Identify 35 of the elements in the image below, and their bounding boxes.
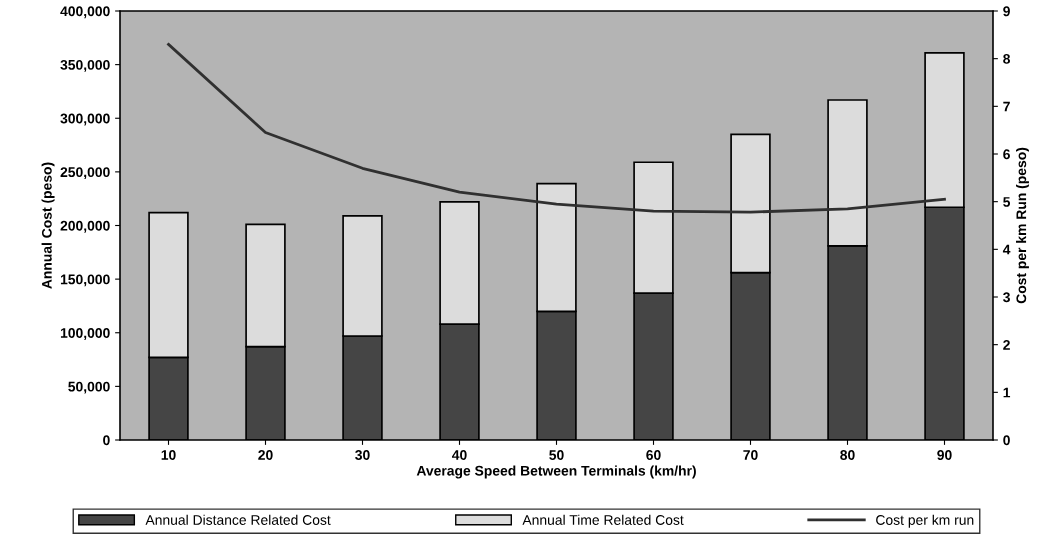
y2-axis-title: Cost per km Run (peso) [1016,147,1029,304]
y2-tick-label: 5 [1003,197,1011,207]
y-tick-label: 250,000 [60,167,110,180]
x-tick-label: 90 [937,450,952,460]
x-tick-label: 30 [355,450,370,460]
y2-tick-label: 7 [1003,101,1010,112]
y2-tick-label: 3 [1003,292,1010,303]
x-tick-label: 70 [743,450,758,460]
y-tick-label: 400,000 [60,6,110,19]
y2-tick-label: 1 [1003,387,1011,398]
y2-tick-label: 8 [1003,54,1011,64]
y2-tick-label: 6 [1003,149,1010,160]
legend-label: Cost per km run [876,514,974,528]
x-tick-label: 40 [451,450,467,460]
line-series [167,42,946,214]
y2-tick-label: 2 [1003,340,1010,350]
y-tick-label: 50,000 [68,381,110,394]
x-tick-label: 20 [258,450,273,460]
y2-tick-label: 4 [1002,244,1011,255]
legend-label: Annual Time Related Cost [522,514,684,525]
y-tick-label: 150,000 [60,274,110,287]
x-tick-label: 80 [840,450,855,460]
y-axis-title: Annual Cost (peso) [41,162,55,289]
y-tick-label: 200,000 [60,220,110,233]
x-axis-title: Average Speed Between Terminals (km/hr) [416,465,696,479]
x-tick-label: 10 [161,450,176,460]
y2-tick-label: 9 [1003,6,1010,17]
legend-label: Annual Distance Related Cost [145,514,331,525]
y-tick-label: 100,000 [60,328,110,340]
y-tick-label: 350,000 [60,59,110,72]
x-tick-label: 50 [549,450,564,460]
y2-tick-label: 0 [1003,435,1010,446]
y-tick-label: 0 [103,435,110,446]
x-tick-label: 60 [646,450,661,460]
y-tick-label: 300,000 [60,113,110,126]
